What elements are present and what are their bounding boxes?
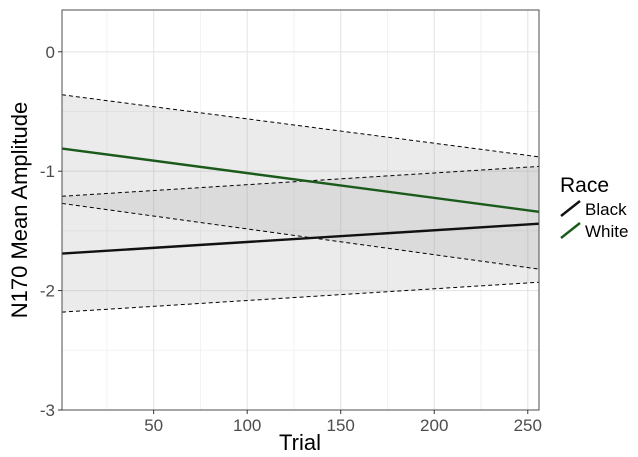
x-tick-label: 200 — [420, 416, 448, 435]
plot-border — [61, 9, 540, 411]
legend-key-black — [560, 200, 581, 217]
legend-label-black: Black — [585, 200, 627, 219]
y-axis-ticks: 0 -1 -2 -3 — [40, 43, 62, 420]
band-edge-lower-white — [61, 202, 540, 270]
x-tick-label: 100 — [233, 416, 261, 435]
series-line-white — [61, 147, 540, 213]
x-tick-label: 50 — [144, 416, 163, 435]
minor-gridlines — [62, 10, 539, 410]
series-line-black — [61, 222, 540, 255]
confidence-band-white — [62, 94, 539, 270]
legend-title: Race — [560, 174, 609, 197]
x-tick-label: 150 — [327, 416, 355, 435]
legend: Black White — [560, 200, 628, 241]
y-tick-label: -1 — [40, 162, 55, 181]
x-axis-title: Trial — [279, 430, 321, 455]
x-axis-ticks: 50 100 150 200 250 — [144, 410, 542, 435]
y-tick-label: -2 — [40, 282, 55, 301]
series-lines — [61, 147, 540, 255]
band-edge-lower-black — [61, 281, 540, 313]
band-edge-upper-white — [61, 94, 540, 158]
legend-label-white: White — [585, 222, 628, 241]
legend-key-white — [560, 222, 581, 239]
y-tick-label: -3 — [40, 401, 55, 420]
x-tick-label: 250 — [514, 416, 542, 435]
y-axis-title: N170 Mean Amplitude — [7, 102, 32, 318]
y-tick-label: 0 — [46, 43, 55, 62]
